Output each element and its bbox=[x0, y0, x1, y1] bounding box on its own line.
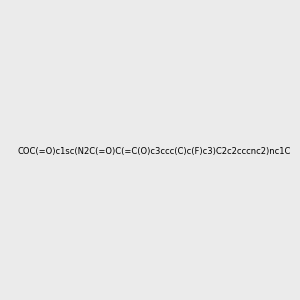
Text: COC(=O)c1sc(N2C(=O)C(=C(O)c3ccc(C)c(F)c3)C2c2cccnc2)nc1C: COC(=O)c1sc(N2C(=O)C(=C(O)c3ccc(C)c(F)c3… bbox=[17, 147, 290, 156]
